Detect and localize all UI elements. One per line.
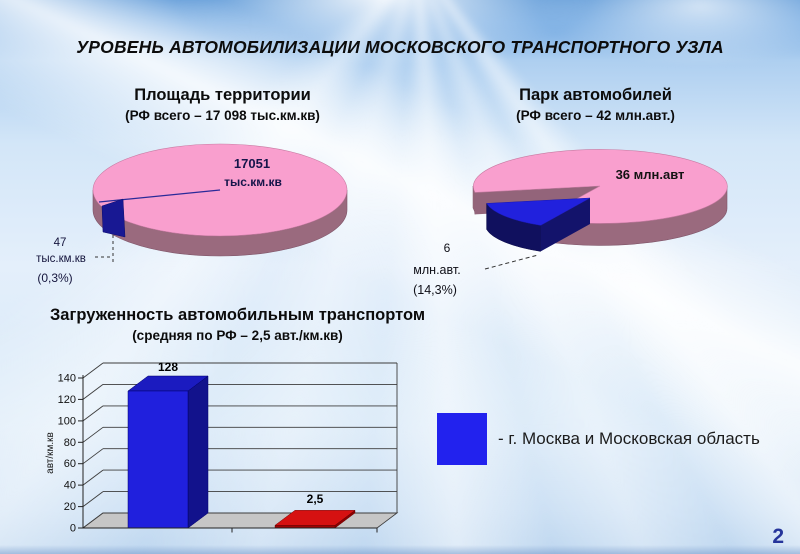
pie-area-callout-unit: тыс.км.кв xyxy=(36,253,86,265)
bar-rf-value-label: 2,5 xyxy=(307,492,324,506)
axes xyxy=(78,375,378,533)
pie-area-callout-value: 47 xyxy=(54,237,67,249)
pie-fleet-header: Парк автомобилей (РФ всего – 42 млн.авт.… xyxy=(428,86,763,123)
pie-fleet-callout-value: 6 xyxy=(444,241,451,255)
depth-line xyxy=(82,362,104,379)
depth-line xyxy=(82,491,104,507)
y-tick-label: 40 xyxy=(64,480,76,492)
depth-line xyxy=(82,448,104,465)
y-tick-label: 0 xyxy=(70,523,76,535)
y-axis-title: авт/км.кв xyxy=(45,432,56,474)
y-tick-labels: 140 120 100 80 60 40 20 0 xyxy=(58,373,76,535)
pie-fleet-leader-line xyxy=(484,254,539,270)
depth-line xyxy=(82,469,104,486)
legend: - г. Москва и Московская область xyxy=(437,413,760,465)
depth-line xyxy=(82,405,104,422)
legend-swatch xyxy=(437,413,487,465)
pie-chart-area: 17051 тыс.км.кв 47 тыс.км.кв (0,3%) xyxy=(36,143,348,285)
pie-fleet-title: Парк автомобилей xyxy=(519,86,672,104)
pie-fleet-moscow-slice-cut-face xyxy=(540,198,590,252)
y-tick-label: 20 xyxy=(64,501,76,513)
y-tick-label: 80 xyxy=(64,437,76,449)
depth-line xyxy=(82,426,104,443)
depth-connector-lines xyxy=(82,362,104,529)
bar-chart-header: Загруженность автомобильным транспортом … xyxy=(10,306,465,343)
pie-area-slice-unit: тыс.км.кв xyxy=(224,175,282,189)
page-number: 2 xyxy=(772,525,784,548)
y-tick-label: 140 xyxy=(58,373,76,385)
bar-chart-title: Загруженность автомобильным транспортом xyxy=(49,306,426,324)
y-tick-label: 60 xyxy=(64,458,76,470)
pie-fleet-slice-label: 36 млн.авт xyxy=(616,167,685,182)
bottom-edge-shadow xyxy=(0,545,800,554)
legend-swatch-rect xyxy=(437,413,487,465)
pie-area-moscow-slice xyxy=(101,198,126,238)
pie-area-header: Площадь территории (РФ всего – 17 098 ты… xyxy=(55,86,390,123)
pie-area-thin-slice-edge xyxy=(98,189,221,203)
pie-fleet-top xyxy=(473,149,728,224)
pie-fleet-callout-percent: (14,3%) xyxy=(413,283,457,297)
bar-moscow-front-face xyxy=(127,390,189,529)
pie-fleet-subtitle: (РФ всего – 42 млн.авт.) xyxy=(516,108,675,123)
pie-fleet-moscow-slice-top xyxy=(486,197,591,226)
bar-chart-subtitle: (средняя по РФ – 2,5 авт./км.кв) xyxy=(132,328,343,343)
pie-area-title: Площадь территории xyxy=(134,86,311,104)
bar-moscow-value-label: 128 xyxy=(158,360,178,374)
pie-area-subtitle: (РФ всего – 17 098 тыс.км.кв) xyxy=(125,108,320,123)
legend-label: - г. Москва и Московская область xyxy=(498,429,760,448)
depth-line xyxy=(82,384,104,400)
bar-moscow-right-face xyxy=(187,375,209,529)
pie-fleet-callout-unit: млн.авт. xyxy=(413,263,460,277)
pie-area-leader-line xyxy=(95,235,114,262)
pie-area-slice-value: 17051 xyxy=(234,156,270,171)
pie-area-callout-percent: (0,3%) xyxy=(37,271,72,285)
y-tick-label: 100 xyxy=(58,415,76,427)
bar-chart: 140 120 100 80 60 40 20 0 авт/км.кв 128 … xyxy=(45,360,399,535)
pie-chart-fleet: 36 млн.авт 6 млн.авт. (14,3%) xyxy=(413,149,728,297)
y-tick-label: 120 xyxy=(58,394,76,406)
slide-title: УРОВЕНЬ АВТОМОБИЛИЗАЦИИ МОСКОВСКОГО ТРАН… xyxy=(76,37,724,57)
